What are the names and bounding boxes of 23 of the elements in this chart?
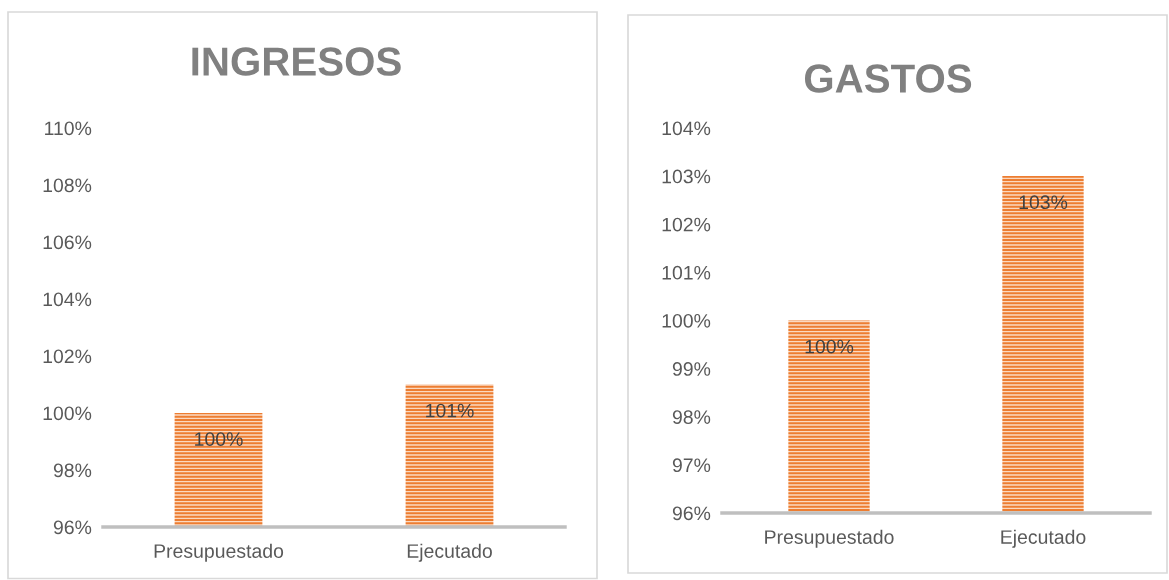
y-tick-label: 108% — [43, 178, 92, 193]
y-tick-label: 103% — [662, 169, 711, 184]
y-tick-label: 96% — [53, 520, 92, 535]
y-tick-label: 97% — [672, 458, 711, 473]
y-tick-label: 101% — [662, 265, 711, 280]
y-tick-label: 96% — [672, 506, 711, 521]
chart-title: INGRESOS — [192, 47, 401, 76]
y-tick-label: 98% — [672, 410, 711, 424]
x-tick-label: Presupuestado — [154, 543, 284, 562]
y-tick-label: 102% — [662, 217, 711, 232]
y-tick-label: 100% — [43, 406, 92, 421]
x-tick-label: Ejecutado — [407, 543, 492, 562]
y-tick-label: 104% — [662, 121, 711, 136]
x-tick-label: Presupuestado — [765, 529, 894, 548]
y-tick-label: 99% — [672, 362, 711, 376]
y-tick-label: 100% — [662, 313, 711, 328]
y-tick-label: 98% — [53, 463, 92, 478]
y-tick-label: 104% — [43, 292, 92, 307]
chart-title: GASTOS — [804, 64, 972, 93]
x-tick-label: Ejecutado — [1001, 529, 1086, 548]
y-tick-label: 102% — [43, 349, 92, 364]
y-tick-label: 106% — [43, 235, 92, 250]
y-tick-label: 110% — [45, 121, 92, 136]
